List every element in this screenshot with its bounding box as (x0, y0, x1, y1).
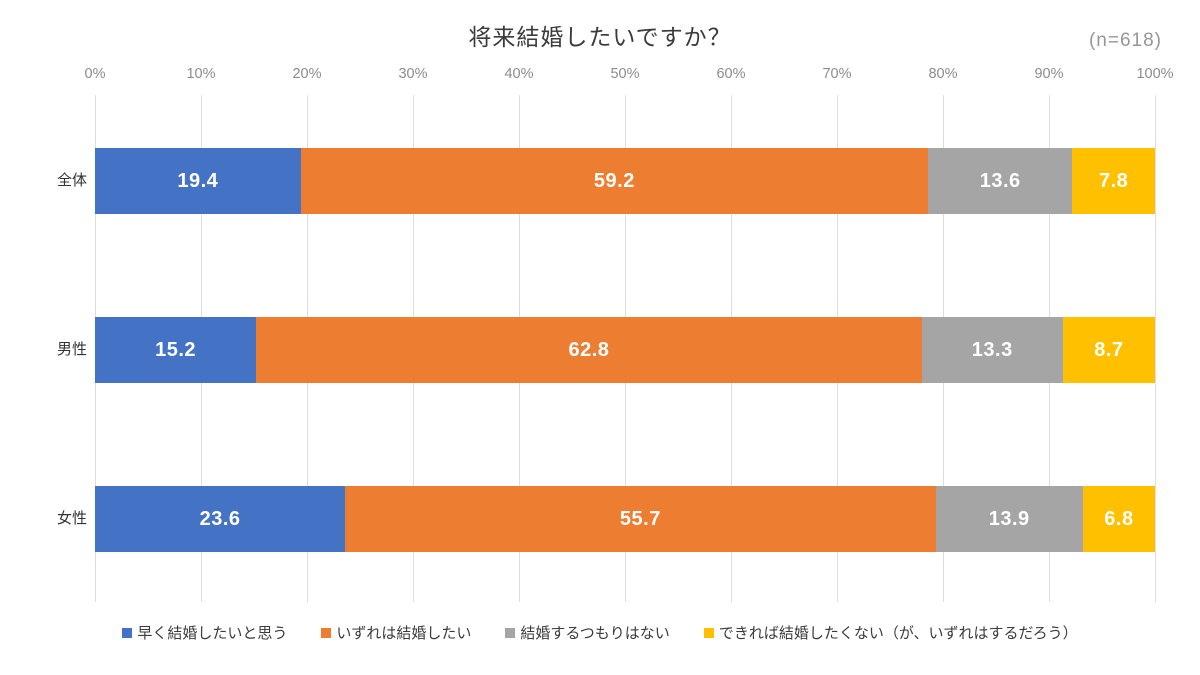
x-tick-label: 20% (292, 66, 322, 82)
bar-segment: 13.6 (928, 148, 1073, 214)
x-tick-label: 60% (716, 66, 746, 82)
bar-segment: 15.2 (95, 317, 257, 383)
bar-value-label: 13.6 (979, 169, 1021, 192)
category-label: 男性 (56, 341, 87, 358)
bar-value-label: 15.2 (155, 338, 197, 361)
x-tick-label: 50% (610, 66, 640, 82)
bar-segment: 59.2 (300, 148, 929, 214)
x-tick-label: 10% (186, 66, 216, 82)
x-tick-label: 70% (822, 66, 852, 82)
bar-value-label: 8.7 (1094, 338, 1124, 361)
bar-value-label: 6.8 (1104, 507, 1134, 530)
x-tick-label: 80% (928, 66, 958, 82)
legend-marker (122, 627, 133, 638)
legend-marker (321, 627, 332, 638)
x-tick-label: 0% (84, 66, 106, 82)
bar-segment: 62.8 (256, 317, 922, 383)
gridline (1155, 95, 1156, 602)
bar-value-label: 55.7 (619, 507, 661, 530)
legend-label: 早く結婚したいと思う (137, 625, 288, 642)
bar-segment: 13.9 (935, 486, 1083, 552)
legend-item: 早く結婚したいと思う (122, 622, 287, 643)
legend-item: できれば結婚したくない（が、いずれはするだろう） (703, 622, 1078, 643)
category-label: 全体 (56, 172, 87, 189)
x-tick-label: 30% (398, 66, 428, 82)
legend-marker (505, 627, 516, 638)
x-tick-label: 90% (1034, 66, 1064, 82)
bar-segment: 8.7 (1062, 317, 1155, 383)
x-tick-label: 40% (504, 66, 534, 82)
bar-value-label: 13.3 (971, 338, 1013, 361)
x-tick-label: 100% (1136, 66, 1174, 82)
bar-row: 女性 23.6 55.7 13.9 6.8 (57, 486, 1155, 552)
bar-segment: 13.3 (921, 317, 1063, 383)
plot-area: 0% 10% 20% 30% 40% 50% 60% 70% 80% 90% 100% 全体 19.4… (57, 0, 1174, 675)
bar-row: 男性 15.2 62.8 13.3 8.7 (57, 317, 1155, 383)
bar-value-label: 23.6 (199, 507, 241, 530)
bar-segment: 7.8 (1072, 148, 1155, 214)
bar-segment: 55.7 (345, 486, 936, 552)
legend: 早く結婚したいと思う いずれは結婚したい 結婚するつもりはない できれば結婚したくない… (0, 622, 1200, 643)
bar-segment: 19.4 (95, 148, 301, 214)
bar-segment: 23.6 (95, 486, 346, 552)
legend-item: 結婚するつもりはない (505, 622, 670, 643)
chart-title: 将来結婚したいですか？ (468, 24, 732, 50)
bar-value-label: 62.8 (568, 338, 610, 361)
legend-item: いずれは結婚したい (321, 622, 471, 643)
bar-row: 全体 19.4 59.2 13.6 7.8 (57, 148, 1155, 214)
legend-label: 結婚するつもりはない (520, 625, 670, 642)
sample-size-label: (n=618) (1088, 30, 1162, 51)
bar-segment: 6.8 (1082, 486, 1155, 552)
category-label: 女性 (56, 510, 87, 527)
bar-value-label: 59.2 (593, 169, 635, 192)
bar-value-label: 7.8 (1098, 169, 1129, 192)
legend-label: いずれは結婚したい (336, 625, 472, 642)
bar-value-label: 13.9 (988, 507, 1030, 530)
bar-value-label: 19.4 (177, 169, 219, 192)
legend-label: できれば結婚したくない（が、いずれはするだろう） (718, 625, 1078, 642)
legend-marker (703, 627, 714, 638)
